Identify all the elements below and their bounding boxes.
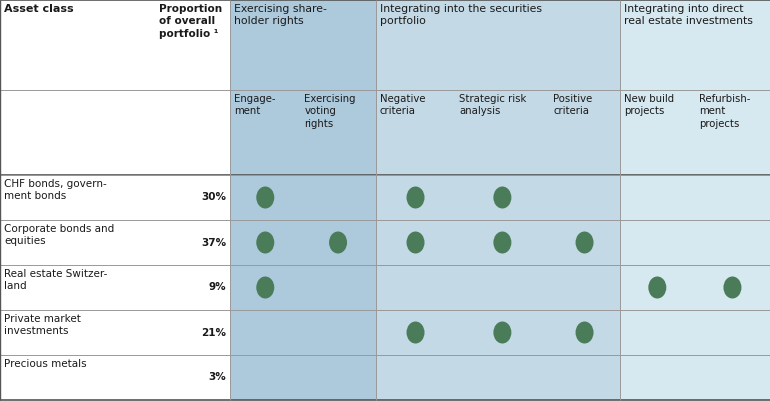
Text: Precious metals: Precious metals: [4, 359, 86, 369]
Text: Integrating into the securities
portfolio: Integrating into the securities portfoli…: [380, 4, 541, 26]
Text: 21%: 21%: [201, 328, 226, 338]
Ellipse shape: [256, 231, 274, 253]
Text: Refurbish-
ment
projects: Refurbish- ment projects: [699, 94, 750, 129]
Text: Integrating into direct
real estate investments: Integrating into direct real estate inve…: [624, 4, 752, 26]
Ellipse shape: [575, 322, 594, 344]
Bar: [0, 0, 230, 400]
Text: 3%: 3%: [209, 373, 226, 383]
Text: Private market
investments: Private market investments: [4, 314, 81, 336]
Ellipse shape: [407, 186, 424, 209]
Bar: [376, 0, 620, 400]
Ellipse shape: [724, 277, 742, 298]
Text: Negative
criteria: Negative criteria: [380, 94, 425, 116]
Ellipse shape: [648, 277, 666, 298]
Ellipse shape: [256, 277, 274, 298]
Text: 30%: 30%: [201, 192, 226, 203]
Text: New build
projects: New build projects: [624, 94, 674, 116]
Ellipse shape: [575, 231, 594, 253]
Text: 37%: 37%: [201, 237, 226, 247]
Text: Proportion
of overall
portfolio ¹: Proportion of overall portfolio ¹: [159, 4, 222, 39]
Text: Positive
criteria: Positive criteria: [554, 94, 593, 116]
Text: Engage-
ment: Engage- ment: [234, 94, 276, 116]
Text: CHF bonds, govern-
ment bonds: CHF bonds, govern- ment bonds: [4, 179, 107, 201]
Text: Asset class: Asset class: [4, 4, 74, 14]
Ellipse shape: [329, 231, 347, 253]
Text: Strategic risk
analysis: Strategic risk analysis: [460, 94, 527, 116]
Text: 9%: 9%: [209, 282, 226, 292]
Bar: [620, 0, 770, 400]
Text: Real estate Switzer-
land: Real estate Switzer- land: [4, 269, 107, 292]
Ellipse shape: [494, 322, 511, 344]
Text: Exercising
voting
rights: Exercising voting rights: [304, 94, 356, 129]
Ellipse shape: [256, 186, 274, 209]
Ellipse shape: [494, 231, 511, 253]
Text: Exercising share-
holder rights: Exercising share- holder rights: [234, 4, 327, 26]
Ellipse shape: [494, 186, 511, 209]
Ellipse shape: [407, 231, 424, 253]
Ellipse shape: [407, 322, 424, 344]
Bar: [230, 0, 376, 400]
Text: Corporate bonds and
equities: Corporate bonds and equities: [4, 224, 114, 246]
